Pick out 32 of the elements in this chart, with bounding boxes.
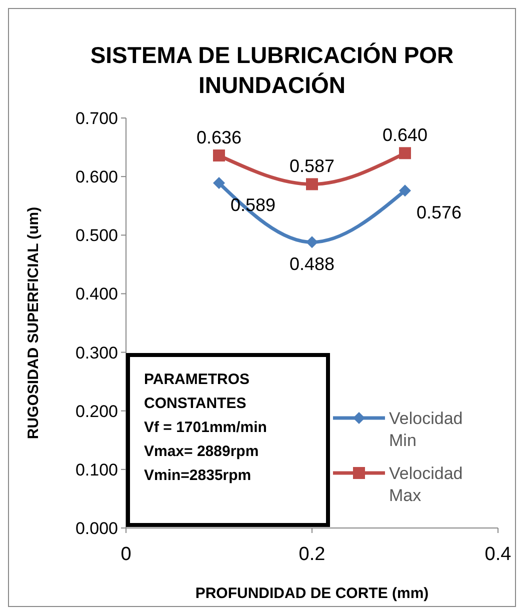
annotation: PARAMETROS [144,371,250,388]
y-tick-label: 0.300 [75,343,118,362]
data-label: 0.488 [289,254,335,274]
data-label: 0.636 [196,127,242,148]
annotation: Vmin=2835rpm [144,467,252,484]
y-tick-label: 0.000 [75,519,118,538]
point [306,236,318,248]
x-tick-label: 0 [120,544,132,565]
x-tick-label: 0.2 [298,544,326,565]
point [213,177,225,190]
y-tick-label: 0.500 [75,226,118,246]
x-axis-title: PROFUNDIDAD DE CORTE (mm) [195,585,429,602]
data-label: 0.640 [382,125,428,146]
y-tick-label: 0.100 [75,460,118,480]
point [306,178,318,190]
y-tick-label: 0.700 [75,109,118,128]
chart-title: SISTEMA DE LUBRICACIÓN POR INUNDACIÓN [90,42,454,98]
x-tick-label: 0.4 [484,544,512,565]
point [213,149,225,162]
annotation: Vmax= 2889rpm [144,443,259,460]
annotation: CONSTANTES [144,395,246,412]
y-tick-label: 0.600 [75,168,118,187]
legend-label: Velocidad Min [389,409,463,450]
y-tick-label: 0.200 [75,402,118,421]
data-label: 0.576 [416,202,462,223]
annotation: Vf = 1701mm/min [144,419,267,436]
point [399,184,411,197]
legend-label: Velocidad Max [389,464,463,505]
y-tick-label: 0.400 [75,284,118,304]
point [399,147,411,160]
y-axis-title: RUGOSIDAD SUPERFICIAL (um) [25,206,42,440]
data-label: 0.587 [289,156,335,176]
